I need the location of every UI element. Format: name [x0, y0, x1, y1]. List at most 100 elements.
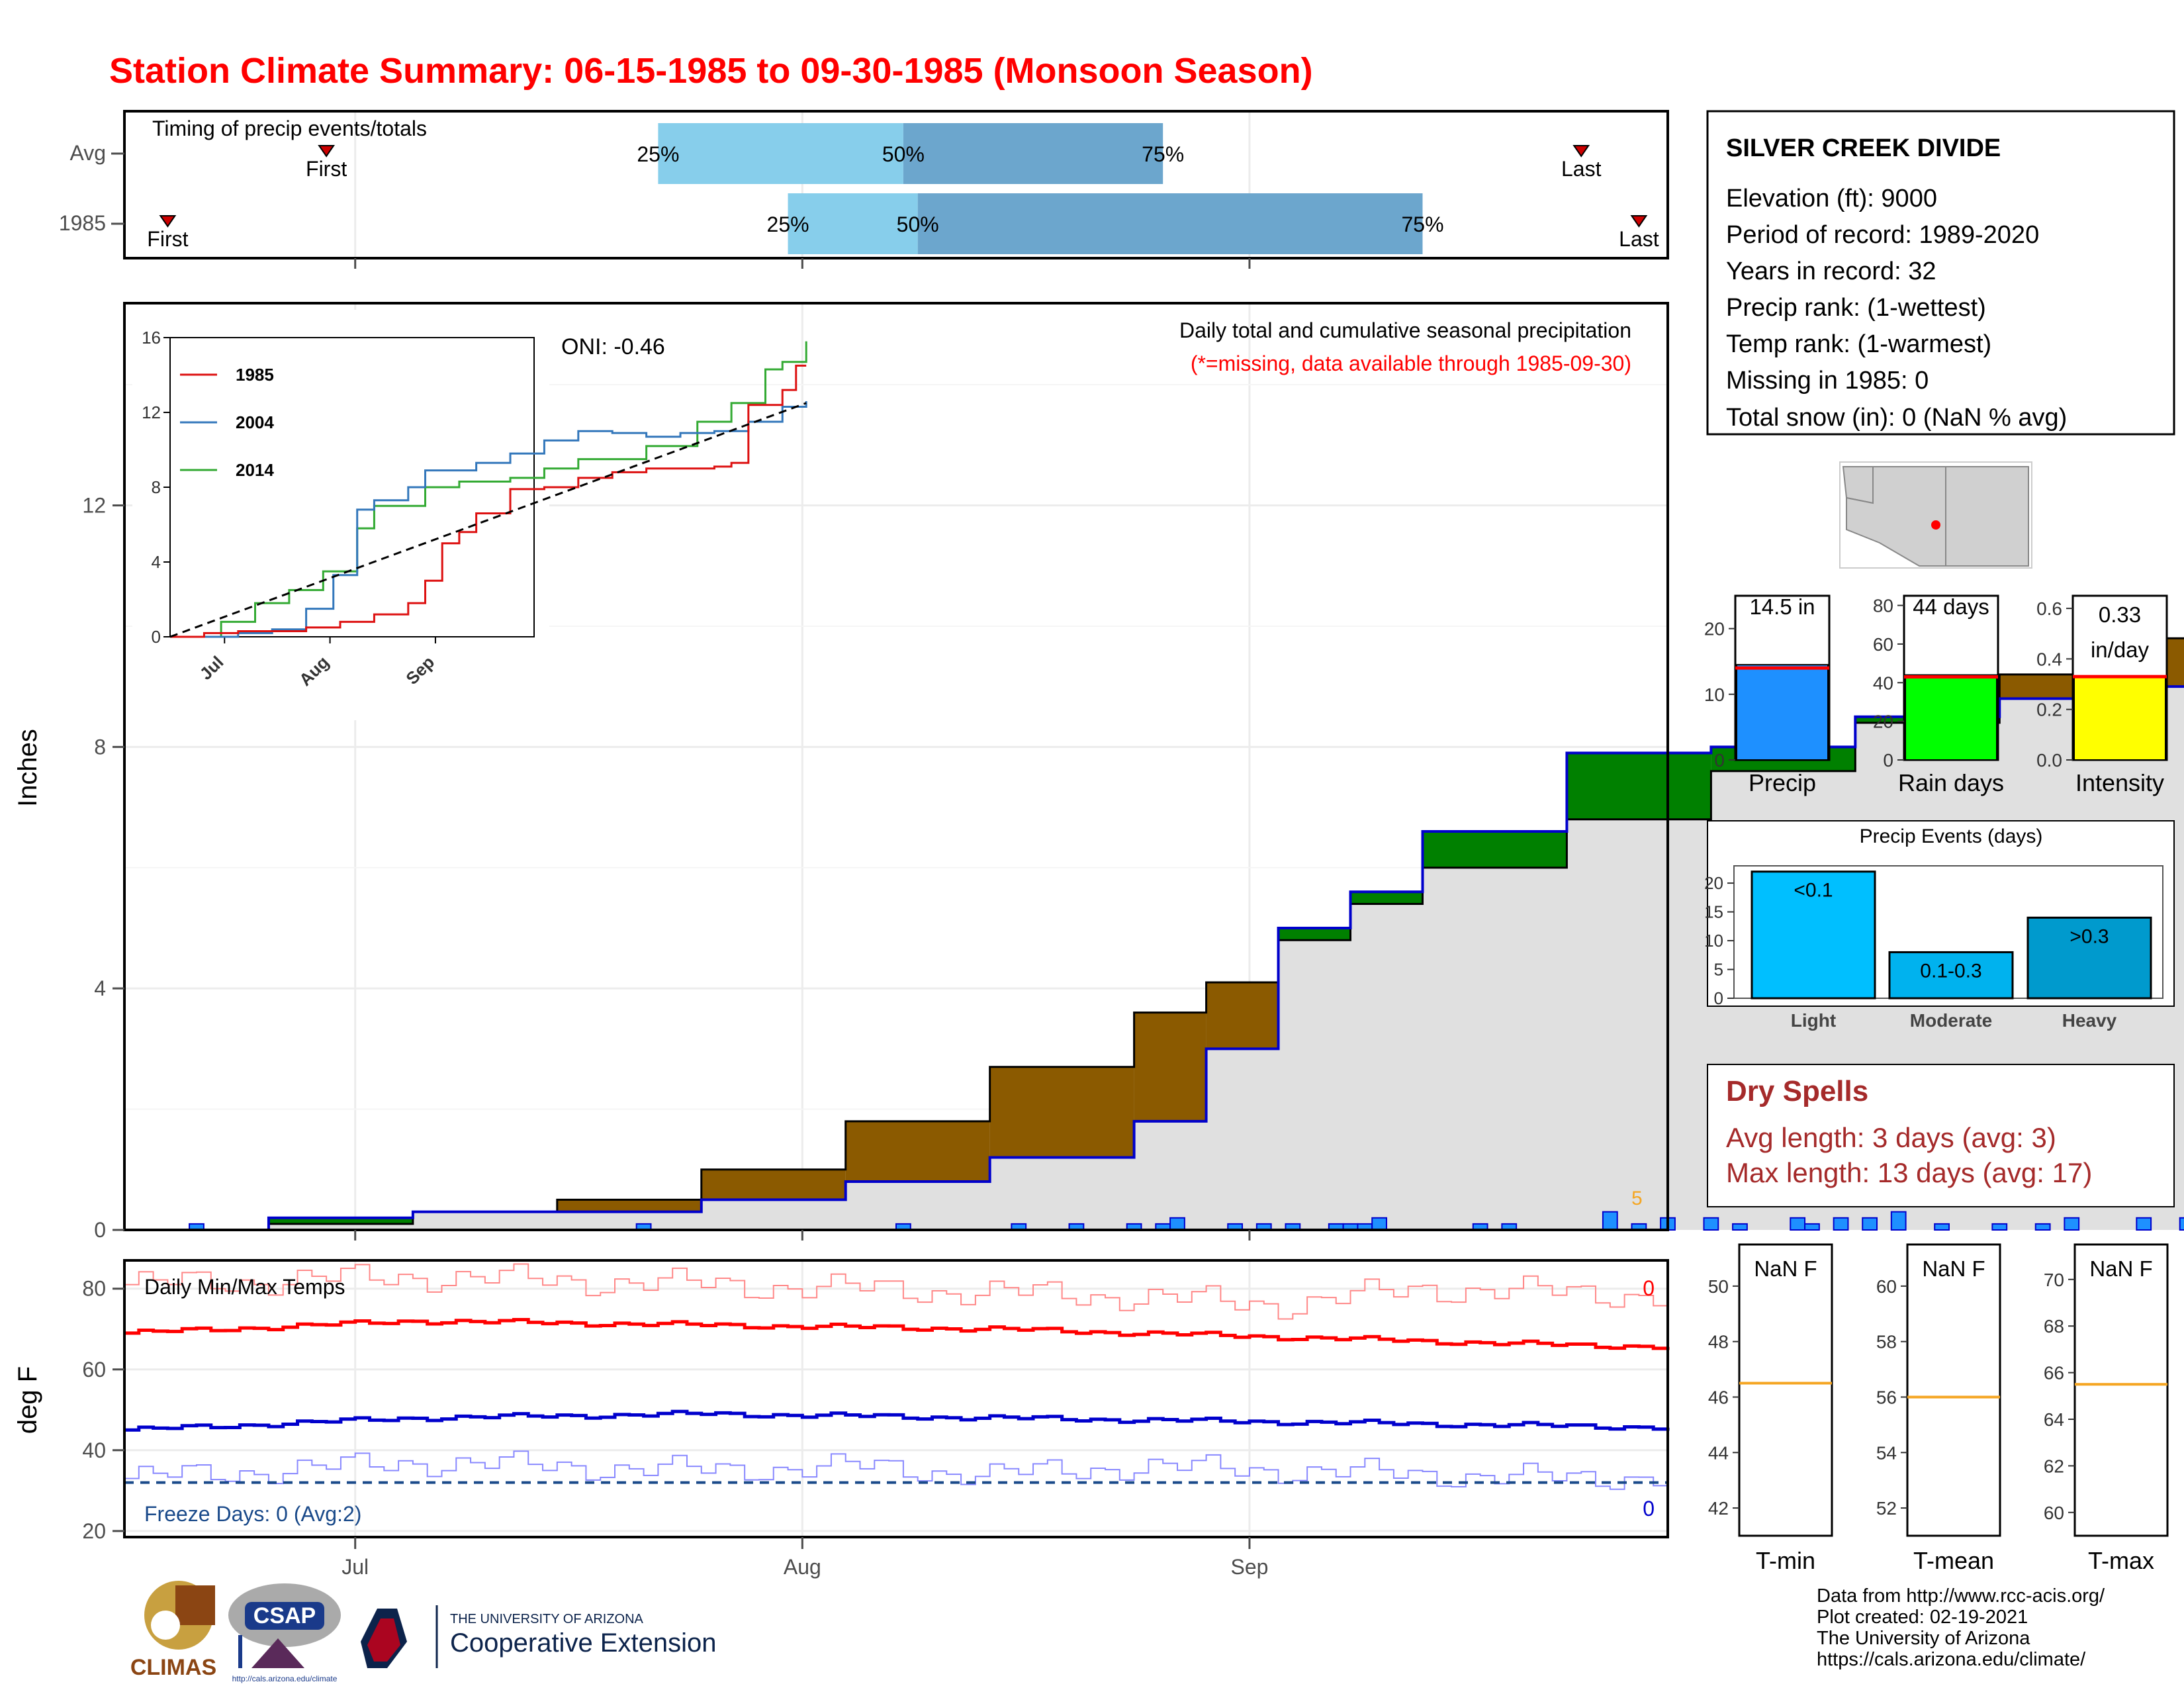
timing-bar-early: [658, 123, 903, 184]
summary-bar-tick-label: 0.2: [2036, 700, 2062, 720]
events-category-label: Heavy: [2062, 1010, 2117, 1031]
temp-box-value: NaN F: [1754, 1256, 1817, 1281]
dry-spells-title: Dry Spells: [1726, 1075, 1868, 1107]
deficit-area: [701, 1169, 846, 1200]
timing-row-avg: Avg: [69, 141, 106, 165]
daily-precip-bar: [1371, 1217, 1388, 1231]
csap-logo-text: CSAP: [253, 1603, 316, 1628]
avg-min-temp-line: [124, 1409, 1670, 1432]
y-tick-label: 12: [82, 494, 106, 518]
temp-box-label: T-max: [2088, 1547, 2154, 1574]
missing-count-label: 5: [1631, 1188, 1643, 1209]
inset-legend-label: 2004: [236, 412, 274, 432]
temp-y-tick-label: 20: [82, 1519, 106, 1543]
events-bar: [1888, 951, 2014, 1000]
surplus-area: [1567, 753, 1711, 820]
oni-label: ONI: -0.46: [561, 334, 665, 359]
ua-logo: THE UNIVERSITY OF ARIZONA Cooperative Ex…: [361, 1605, 716, 1668]
events-bar: [2026, 916, 2152, 1000]
temp-box-tick-label: 48: [1708, 1332, 1729, 1352]
inset-series-1985: [170, 364, 807, 638]
station-line: Years in record: 32: [1726, 258, 1936, 285]
inset-y-tick-label: 0: [152, 627, 161, 647]
temp-y-tick-label: 60: [82, 1358, 106, 1382]
x-tick-label: Jul: [341, 1555, 369, 1579]
daily-precip-bar: [1804, 1223, 1820, 1231]
location-map: [1839, 461, 2032, 569]
temp-box-tick-label: 70: [2044, 1270, 2064, 1290]
summary-bar-tick-label: 0.6: [2036, 598, 2062, 619]
events-tick-label: 20: [1704, 873, 1723, 893]
temps-ylabel: deg F: [13, 1366, 42, 1434]
dry-spells-max: Max length: 13 days (avg: 17): [1726, 1157, 2092, 1188]
events-tick-label: 10: [1704, 931, 1723, 951]
timing-panel: Timing of precip events/totals Avg 1985 …: [59, 110, 1669, 259]
station-info-box: SILVER CREEK DIVIDE Elevation (ft): 9000…: [1706, 110, 2175, 436]
precip-events-panel: Precip Events (days) 0 5 10 15 20 <0.1 Light 0.…: [1704, 820, 2175, 1031]
summary-bar: [2073, 676, 2166, 761]
daily-precip-bar: [1862, 1217, 1878, 1231]
y-tick-label: 8: [94, 735, 106, 759]
summary-bar-label: Rain days: [1898, 769, 2004, 796]
temp-box-tick-label: 68: [2044, 1316, 2064, 1336]
temp-box-label: T-mean: [1913, 1547, 1994, 1574]
events-bar-label: 0.1-0.3: [1920, 960, 1981, 982]
temp-box-tick-label: 46: [1708, 1387, 1729, 1407]
avg-cumulative-line: [124, 637, 2184, 1231]
summary-bar-value: 44 days: [1913, 594, 1989, 619]
events-category-label: Moderate: [1910, 1010, 1992, 1031]
first-marker: [159, 215, 177, 228]
min-count-label: 0: [1643, 1497, 1655, 1521]
timing-quantile-label: 75%: [1401, 212, 1443, 236]
y-tick-label: 4: [94, 976, 106, 1000]
daily-precip-bar: [1703, 1217, 1719, 1231]
csap-url: http://cals.arizona.edu/climate: [232, 1674, 338, 1683]
summary-bar-tick-label: 60: [1873, 634, 1893, 655]
timing-quantile-label: 25%: [767, 212, 809, 236]
temp-box-value: NaN F: [1922, 1256, 1985, 1281]
summary-bar-tick-label: 80: [1873, 596, 1893, 616]
first-label: First: [147, 227, 188, 251]
summary-bar-tick-label: 20: [1704, 619, 1725, 639]
first-marker: [318, 145, 336, 158]
summary-bar: [1905, 674, 1997, 761]
summary-bar-tick-label: 10: [1704, 684, 1725, 705]
daily-precip-bar: [2136, 1217, 2152, 1231]
station-line: Period of record: 1989-2020: [1726, 221, 2039, 249]
summary-bar-value: 0.33: [2099, 602, 2141, 627]
timing-quantile-label: 50%: [882, 142, 925, 166]
deficit-area: [1206, 982, 1279, 1049]
precip-ylabel: Inches: [13, 729, 42, 807]
events-title: Precip Events (days): [1860, 825, 2043, 847]
temp-boxes: NaN F 42 44 46 48 50 T-min NaN F 52 54 56 58 60 T-mea…: [1708, 1243, 2169, 1574]
timing-quantile-label: 50%: [897, 212, 939, 236]
1985-cumulative-line: [124, 685, 2184, 1231]
summary-bar-label: Precip: [1749, 769, 1816, 796]
daily-precip-bar: [1790, 1217, 1806, 1231]
inset-series-2014: [170, 341, 807, 638]
precip-caption: Daily total and cumulative seasonal prec…: [1179, 318, 1631, 342]
last-label: Last: [1619, 227, 1659, 251]
daily-precip-bar: [2034, 1223, 2051, 1231]
events-bar-label: >0.3: [2070, 925, 2109, 947]
summary-bar-tick-label: 0.0: [2036, 750, 2062, 771]
station-line: Precip rank: (1-wettest): [1726, 294, 1986, 322]
max-count-label: 0: [1643, 1276, 1655, 1300]
credit-line: https://cals.arizona.edu/climate/: [1817, 1649, 2086, 1670]
credits: Data from http://www.rcc-acis.org/ Plot …: [1817, 1585, 2105, 1670]
precip-caption-missing: (*=missing, data available through 1985-…: [1191, 352, 1631, 375]
daily-precip-bar: [1934, 1223, 1950, 1231]
freeze-days-label: Freeze Days: 0 (Avg:2): [144, 1502, 361, 1526]
timing-bar-early: [788, 193, 918, 254]
1985-max-temp-line: [124, 1263, 1668, 1320]
temp-box-tick-label: 60: [1876, 1276, 1897, 1297]
credit-line: Plot created: 02-19-2021: [1817, 1607, 2028, 1628]
temp-box-frame: [2073, 1243, 2169, 1537]
events-category-label: Light: [1791, 1010, 1836, 1031]
station-line: Missing in 1985: 0: [1726, 367, 1929, 395]
inset-y-tick-label: 8: [152, 477, 161, 497]
deficit-area: [989, 1066, 1134, 1158]
